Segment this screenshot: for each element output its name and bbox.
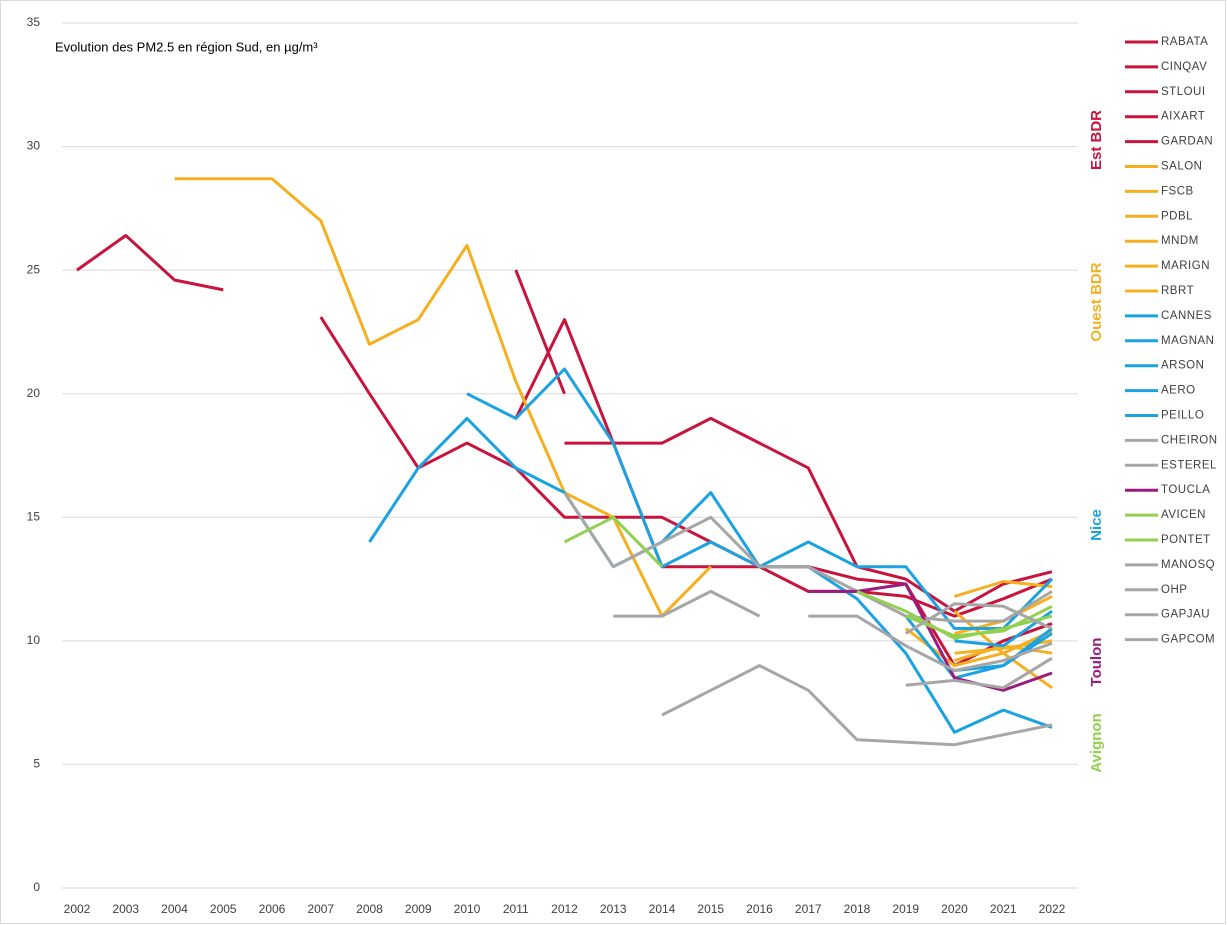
series-line [661, 664, 1053, 747]
series-line [368, 416, 1054, 630]
legend-label: SALON [1161, 161, 1203, 173]
x-tick-label: 2018 [844, 902, 871, 916]
legend-label: ARSON [1161, 360, 1204, 372]
legend-label: MARIGN [1161, 260, 1210, 272]
series-line [613, 589, 761, 618]
y-tick-label: 0 [33, 880, 40, 894]
series-line [174, 177, 1053, 618]
series-line [905, 602, 1053, 635]
legend-label: MAGNAN [1161, 335, 1214, 347]
legend-label: RABATA [1161, 36, 1208, 48]
legend-label: PEILLO [1161, 410, 1204, 422]
x-tick-label: 2002 [64, 902, 91, 916]
legend-label: CHEIRON [1161, 434, 1218, 446]
legend-label: CANNES [1161, 310, 1212, 322]
legend-label: OHP [1161, 584, 1187, 596]
series-line [808, 582, 1053, 692]
legend-label: PONTET [1161, 534, 1211, 546]
x-tick-label: 2016 [746, 902, 773, 916]
group-label: Nice [1088, 509, 1105, 541]
x-tick-label: 2007 [307, 902, 334, 916]
legend-label: PDBL [1161, 210, 1193, 222]
legend-label: GARDAN [1161, 136, 1213, 148]
legend-label: MANOSQ [1161, 559, 1215, 571]
legend-label: AVICEN [1161, 509, 1206, 521]
y-tick-label: 30 [27, 139, 41, 153]
y-tick-label: 25 [27, 262, 41, 276]
x-tick-label: 2022 [1039, 902, 1066, 916]
x-tick-label: 2008 [356, 902, 383, 916]
x-tick-label: 2003 [112, 902, 139, 916]
x-tick-label: 2013 [600, 902, 627, 916]
group-label: Avignon [1088, 713, 1105, 772]
x-tick-label: 2019 [892, 902, 919, 916]
y-tick-label: 20 [27, 386, 41, 400]
legend-label: TOUCLA [1161, 484, 1210, 496]
series-line [905, 656, 1053, 690]
series-line [76, 234, 224, 292]
series-line [808, 614, 1053, 672]
y-tick-label: 5 [33, 757, 40, 771]
legend-label: CINQAV [1161, 61, 1207, 73]
legend-label: AERO [1161, 385, 1196, 397]
x-tick-label: 2015 [697, 902, 724, 916]
x-tick-label: 2011 [503, 902, 529, 916]
x-tick-label: 2014 [649, 902, 676, 916]
legend-label: MNDM [1161, 235, 1199, 247]
y-tick-label: 35 [27, 15, 41, 29]
group-label: Toulon [1088, 638, 1105, 687]
x-tick-label: 2004 [161, 902, 188, 916]
legend-label: GAPCOM [1161, 634, 1215, 646]
legend-label: GAPJAU [1161, 609, 1210, 621]
y-tick-label: 10 [27, 633, 41, 647]
series-line [856, 590, 1053, 640]
group-label: Ouest BDR [1088, 262, 1105, 341]
x-tick-label: 2005 [210, 902, 237, 916]
chart-title: Evolution des PM2.5 en région Sud, en µg… [55, 39, 318, 54]
series-line [904, 615, 1053, 680]
group-label: Est BDR [1088, 110, 1105, 170]
y-tick-label: 15 [27, 509, 41, 523]
x-tick-label: 2009 [405, 902, 432, 916]
series-line [514, 269, 566, 395]
x-tick-label: 2017 [795, 902, 822, 916]
x-tick-label: 2006 [259, 902, 286, 916]
legend-label: AIXART [1161, 111, 1205, 123]
series-line [564, 416, 1053, 613]
x-tick-label: 2020 [941, 902, 968, 916]
x-tick-label: 2021 [990, 902, 1017, 916]
legend-label: STLOUI [1161, 86, 1206, 98]
x-tick-label: 2010 [454, 902, 481, 916]
legend-label: FSCB [1161, 185, 1194, 197]
x-tick-label: 2012 [551, 902, 578, 916]
legend-label: RBRT [1161, 285, 1194, 297]
legend-label: ESTEREL [1161, 459, 1217, 471]
series-line [954, 627, 1053, 672]
